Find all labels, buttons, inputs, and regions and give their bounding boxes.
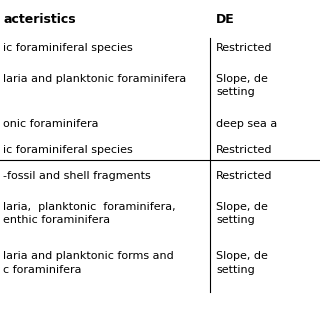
Text: Restricted: Restricted	[216, 43, 273, 53]
Text: Slope, de
setting: Slope, de setting	[216, 202, 268, 225]
Text: Slope, de
setting: Slope, de setting	[216, 252, 268, 275]
Text: laria,  planktonic  foraminifera,
enthic foraminifera: laria, planktonic foraminifera, enthic f…	[3, 202, 176, 225]
Text: -fossil and shell fragments: -fossil and shell fragments	[3, 172, 151, 181]
Text: Restricted: Restricted	[216, 145, 273, 155]
Text: Slope, de
setting: Slope, de setting	[216, 74, 268, 97]
Text: deep sea a: deep sea a	[216, 119, 277, 129]
Text: ic foraminiferal species: ic foraminiferal species	[3, 145, 133, 155]
Text: laria and planktonic foraminifera: laria and planktonic foraminifera	[3, 74, 187, 84]
Text: onic foraminifera: onic foraminifera	[3, 119, 99, 129]
Text: Restricted: Restricted	[216, 172, 273, 181]
Text: laria and planktonic forms and
c foraminifera: laria and planktonic forms and c foramin…	[3, 252, 174, 275]
Text: DE: DE	[216, 13, 235, 26]
Text: ic foraminiferal species: ic foraminiferal species	[3, 43, 133, 53]
Text: acteristics: acteristics	[3, 13, 76, 26]
